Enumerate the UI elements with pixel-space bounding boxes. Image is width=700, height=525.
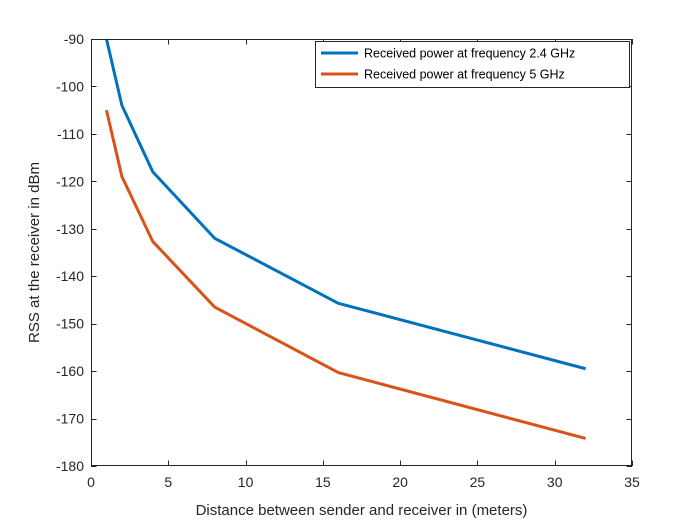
y-tick-label: -180 (56, 458, 84, 474)
legend-box (315, 41, 630, 88)
x-tick-label: 20 (392, 474, 408, 490)
x-tick-label: 30 (547, 474, 563, 490)
y-tick-label: -110 (57, 126, 84, 142)
legend: Received power at frequency 2.4 GHz Recei… (315, 41, 630, 88)
x-axis-title: Distance between sender and receiver in … (196, 502, 528, 519)
y-tick-label: -160 (56, 363, 84, 379)
x-tick-label: 15 (315, 474, 331, 490)
x-tick-label: 5 (164, 474, 172, 490)
y-tick-label: -150 (56, 316, 84, 332)
plot-area (91, 39, 632, 466)
x-tick-label: 25 (470, 474, 486, 490)
y-tick-label: -140 (56, 268, 84, 284)
axes-layer (91, 39, 632, 466)
y-tick-label: -130 (56, 221, 84, 237)
x-tick-label: 0 (87, 474, 95, 490)
series-layer (104, 38, 587, 440)
ticks-layer: 0 5 10 15 20 25 30 35 -180 -170 -160 -150 -140 -130 -1… (56, 31, 640, 490)
legend-label-2: Received power at frequency 5 GHz (364, 68, 565, 82)
series-line-2 (104, 109, 587, 440)
axes-box (91, 39, 632, 466)
y-tick-label: -170 (56, 411, 84, 427)
y-tick-label: -120 (56, 173, 84, 189)
y-tick-label: -100 (56, 78, 84, 94)
x-tick-label: 10 (238, 474, 254, 490)
y-axis-title: RSS at the receiver in dBm (26, 162, 43, 343)
legend-label-1: Received power at frequency 2.4 GHz (364, 47, 575, 61)
x-tick-label: 35 (624, 474, 640, 490)
y-tick-label: -90 (64, 31, 84, 47)
series-line-1 (104, 38, 587, 371)
